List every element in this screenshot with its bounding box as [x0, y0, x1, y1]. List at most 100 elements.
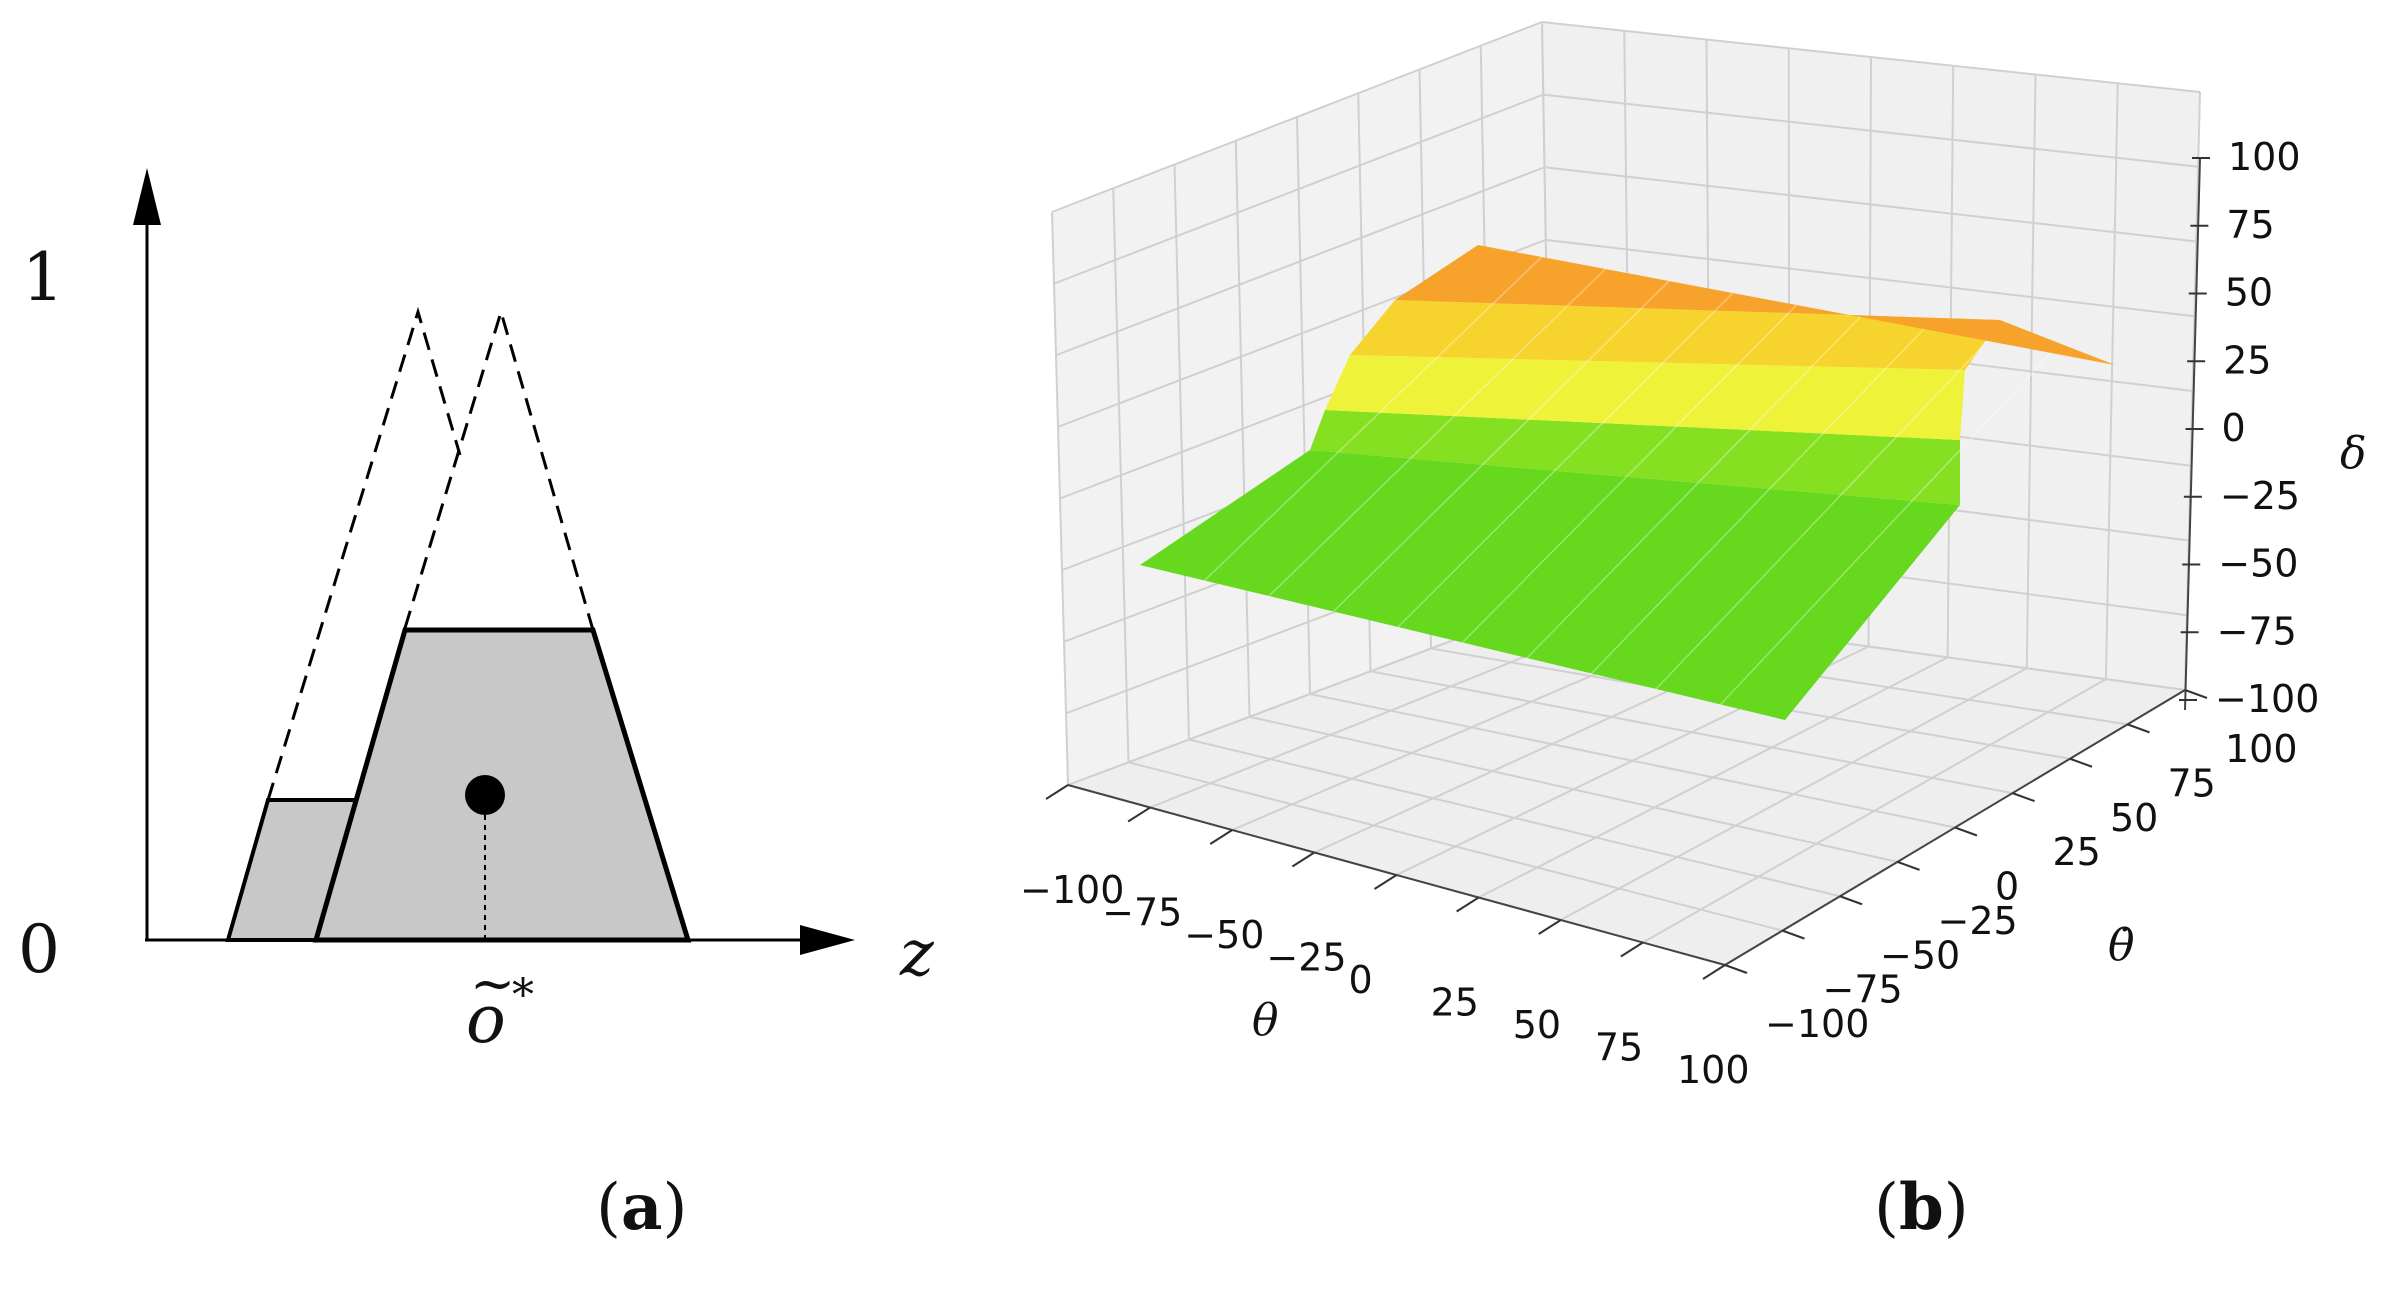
- y-axis-arrow: [133, 168, 161, 225]
- grid-line: [1543, 93, 2199, 168]
- z-tick-label: −75: [2217, 609, 2297, 653]
- z-tick-label: 50: [2225, 271, 2273, 315]
- surface-band-yellow: [1325, 355, 1965, 440]
- membership-chart: 1 0 z ~ o *: [18, 168, 935, 1058]
- y-tick: [2069, 757, 2093, 768]
- centroid-superscript: *: [512, 970, 534, 1021]
- y-tick-label: −75: [1823, 968, 1903, 1012]
- x-tick: [1209, 829, 1233, 845]
- y-tick-label: −50: [1880, 933, 1960, 977]
- panel-b: 100 75 50 25 0 −25 −50 −75 −100 −100 −75 −50 −25 0 25 5…: [1000, 0, 2395, 1314]
- x-tick: [1045, 784, 1069, 800]
- x-axis-arrow: [800, 925, 855, 955]
- grid-line: [1053, 93, 1544, 285]
- z-axis-title: δ: [2340, 428, 2367, 479]
- centroid-dot: [465, 775, 505, 815]
- y-tick: [1724, 964, 1748, 974]
- x-tick-label: 0: [1349, 958, 1373, 1002]
- caption-a-letter: a: [620, 1170, 663, 1245]
- caption-b-letter: b: [1898, 1170, 1944, 1245]
- triangle-1-dashed: [266, 306, 462, 801]
- y-tick-label: 0: [1995, 865, 2019, 909]
- x-axis-label: z: [899, 917, 935, 991]
- surface: [1140, 245, 2115, 720]
- mesh-line: [1526, 316, 1861, 659]
- y-tick-label: −100: [1765, 1002, 1869, 1046]
- x-tick: [1291, 851, 1315, 868]
- grid-line: [1545, 238, 2195, 318]
- caption-b-open: (: [1874, 1171, 1899, 1245]
- z-tick-label: 25: [2223, 338, 2271, 382]
- x-tick: [1127, 806, 1151, 823]
- y-tick: [2127, 723, 2150, 734]
- grid-line: [1541, 21, 2201, 93]
- surface-mesh: [1203, 256, 2052, 706]
- x-tick: [1373, 874, 1398, 890]
- mesh-line: [1590, 328, 1925, 675]
- x-tick-label: 25: [1431, 981, 1479, 1025]
- y-tick: [1782, 929, 1805, 940]
- caption-b: (b): [1874, 1170, 1969, 1245]
- z-tick-label: −50: [2218, 542, 2298, 586]
- y-tick-top: 1: [22, 239, 64, 316]
- y-tick: [1897, 860, 1920, 871]
- surface-band-yellow-orange: [1350, 300, 2000, 370]
- x-tick: [1702, 964, 1726, 980]
- surface-band-green-rise: [1310, 410, 1960, 505]
- grid-line: [1309, 693, 1956, 829]
- z-tick-label: 0: [2222, 406, 2246, 450]
- y-tick-bottom: 0: [18, 911, 60, 988]
- grid-line: [1544, 166, 2197, 243]
- tick-marks: [1045, 157, 2210, 980]
- x-tick: [1538, 919, 1562, 935]
- z-tick-label: 100: [2228, 135, 2301, 179]
- x-tick-label: 50: [1513, 1003, 1561, 1047]
- grid-line: [1370, 670, 2013, 795]
- mesh-line: [1268, 268, 1606, 597]
- x-tick-label: −50: [1184, 913, 1264, 957]
- surface-band-orange: [1395, 245, 2115, 365]
- caption-a: (a): [596, 1170, 687, 1245]
- x-tick: [1620, 941, 1644, 958]
- surface-band-green-low: [1140, 450, 1960, 720]
- grid-line: [1478, 656, 1949, 899]
- z-tick-label: 75: [2226, 203, 2274, 247]
- y-tick: [2184, 689, 2208, 699]
- y-tick: [2012, 792, 2035, 803]
- y-tick: [1954, 826, 1978, 837]
- y-tick-label: −25: [1938, 899, 2018, 943]
- mesh-line: [1203, 256, 1543, 582]
- x-tick: [1456, 896, 1480, 913]
- y-tick-label: 25: [2053, 830, 2101, 874]
- y-axis-title: θ̇: [2108, 920, 2135, 971]
- y-tick: [1839, 895, 1863, 906]
- caption-b-close: ): [1943, 1171, 1969, 1245]
- z-tick-label: −25: [2220, 474, 2300, 518]
- surface-chart: 1007550250−25−50−75−100−100−75−50−250255…: [1020, 21, 2367, 1092]
- y-tick-label: 50: [2110, 796, 2158, 840]
- centroid-label: o: [466, 981, 506, 1058]
- mesh-line: [1655, 340, 1989, 690]
- x-tick-label: −100: [1020, 868, 1124, 912]
- pane-floor: [1068, 603, 2185, 965]
- mesh-line: [1719, 352, 2052, 706]
- x-tick-label: 100: [1677, 1048, 1750, 1092]
- y-tick-label: 100: [2225, 727, 2298, 771]
- tick-labels: 1007550250−25−50−75−100−100−75−50−250255…: [1020, 135, 2319, 1092]
- grid-line: [1055, 166, 1545, 357]
- grid-line: [1560, 667, 2028, 921]
- x-tick-label: −25: [1266, 936, 1346, 980]
- caption-a-open: (: [596, 1171, 621, 1245]
- grid-line: [1642, 678, 2107, 944]
- centroid-tilde: ~: [470, 952, 515, 1015]
- mesh-line: [1461, 304, 1798, 644]
- mesh-line: [1332, 280, 1670, 613]
- x-tick-label: 75: [1595, 1026, 1643, 1070]
- grid-line: [2104, 83, 2119, 680]
- grid-line: [2025, 74, 2037, 669]
- x-tick-label: −75: [1102, 891, 1182, 935]
- x-axis-title: θ: [1252, 995, 1279, 1046]
- grid-line: [1051, 21, 1543, 213]
- panel-a: 1 0 z ~ o * (a): [0, 0, 1000, 1314]
- y-tick-label: 75: [2168, 761, 2216, 805]
